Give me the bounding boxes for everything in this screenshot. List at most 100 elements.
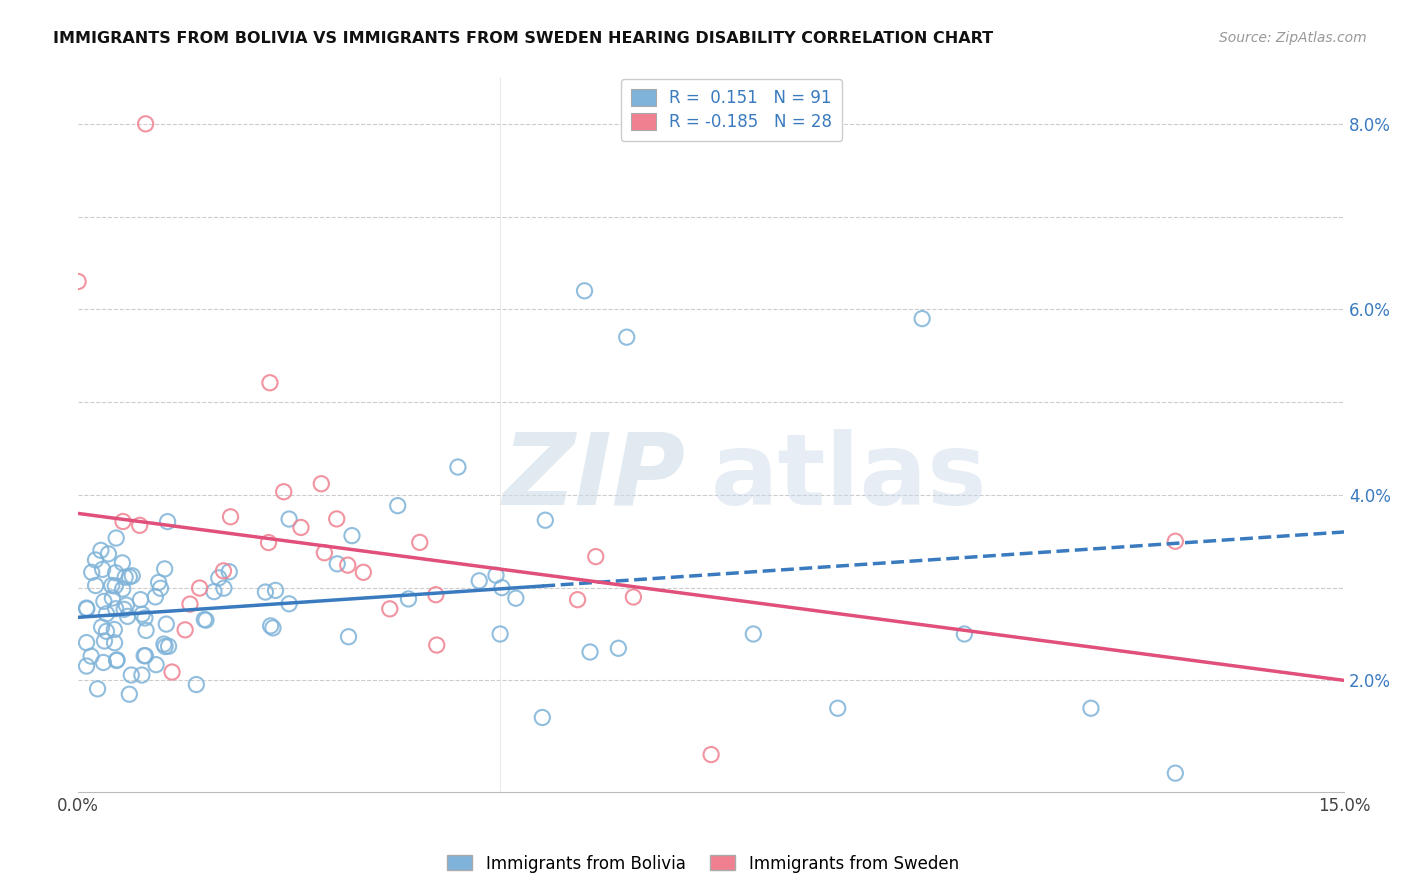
Point [409, 535, 432, 549]
Point [105, 653, 128, 667]
Point [325, 512, 347, 526]
Point [585, 549, 607, 564]
Point [314, 546, 336, 560]
Point [111, 515, 134, 529]
Point [129, 592, 152, 607]
Point [145, 657, 167, 672]
Point [120, 668, 142, 682]
Point [607, 641, 630, 656]
Point [153, 637, 176, 651]
Point [111, 582, 134, 596]
Point [96, 624, 118, 639]
Point [259, 376, 281, 390]
Point [426, 638, 449, 652]
Point [103, 623, 125, 637]
Point [76, 601, 98, 615]
Point [485, 568, 508, 582]
Text: ZIP: ZIP [503, 429, 686, 526]
Point [326, 557, 349, 571]
Point [131, 607, 153, 622]
Point [97, 547, 120, 561]
Point [257, 535, 280, 549]
Point [352, 566, 374, 580]
Point [91, 562, 114, 576]
Point [149, 581, 172, 595]
Point [254, 585, 277, 599]
Point [118, 687, 141, 701]
Point [579, 645, 602, 659]
Point [103, 636, 125, 650]
Point [212, 581, 235, 595]
Point [135, 117, 157, 131]
Point [336, 558, 359, 573]
Point [76, 659, 98, 673]
Point [101, 591, 124, 605]
Text: atlas: atlas [711, 429, 988, 526]
Point [76, 602, 98, 616]
Point [387, 499, 409, 513]
Text: IMMIGRANTS FROM BOLIVIA VS IMMIGRANTS FROM SWEDEN HEARING DISABILITY CORRELATION: IMMIGRANTS FROM BOLIVIA VS IMMIGRANTS FR… [53, 31, 994, 46]
Point [742, 627, 765, 641]
Point [104, 579, 127, 593]
Point [174, 623, 197, 637]
Point [468, 574, 491, 588]
Point [1164, 534, 1187, 549]
Point [202, 584, 225, 599]
Point [143, 590, 166, 604]
Point [90, 620, 112, 634]
Point [491, 581, 513, 595]
Point [80, 566, 103, 580]
Point [264, 583, 287, 598]
Point [1164, 766, 1187, 780]
Point [84, 553, 107, 567]
Point [398, 591, 420, 606]
Point [911, 311, 934, 326]
Point [93, 656, 115, 670]
Point [179, 597, 201, 611]
Point [278, 597, 301, 611]
Point [156, 515, 179, 529]
Point [128, 518, 150, 533]
Point [489, 627, 512, 641]
Point [447, 460, 470, 475]
Point [115, 598, 138, 612]
Point [76, 635, 98, 649]
Point [118, 570, 141, 584]
Point [96, 607, 118, 621]
Point [135, 624, 157, 638]
Point [134, 648, 156, 663]
Point [616, 330, 638, 344]
Point [186, 677, 208, 691]
Point [953, 627, 976, 641]
Point [531, 710, 554, 724]
Point [100, 578, 122, 592]
Point [534, 513, 557, 527]
Point [259, 619, 281, 633]
Point [80, 649, 103, 664]
Point [104, 566, 127, 580]
Point [160, 665, 183, 679]
Point [621, 590, 644, 604]
Legend: Immigrants from Bolivia, Immigrants from Sweden: Immigrants from Bolivia, Immigrants from… [440, 848, 966, 880]
Point [86, 681, 108, 696]
Point [112, 602, 135, 616]
Point [117, 609, 139, 624]
Point [84, 578, 107, 592]
Point [425, 588, 447, 602]
Point [212, 564, 235, 578]
Point [278, 512, 301, 526]
Point [105, 531, 128, 545]
Point [134, 648, 156, 663]
Legend: R =  0.151   N = 91, R = -0.185   N = 28: R = 0.151 N = 91, R = -0.185 N = 28 [620, 78, 842, 141]
Point [378, 602, 401, 616]
Point [208, 571, 231, 585]
Point [219, 509, 242, 524]
Point [134, 611, 156, 625]
Point [311, 476, 333, 491]
Point [157, 640, 180, 654]
Point [104, 601, 127, 615]
Point [290, 520, 312, 534]
Point [93, 634, 115, 648]
Point [194, 613, 217, 627]
Point [827, 701, 849, 715]
